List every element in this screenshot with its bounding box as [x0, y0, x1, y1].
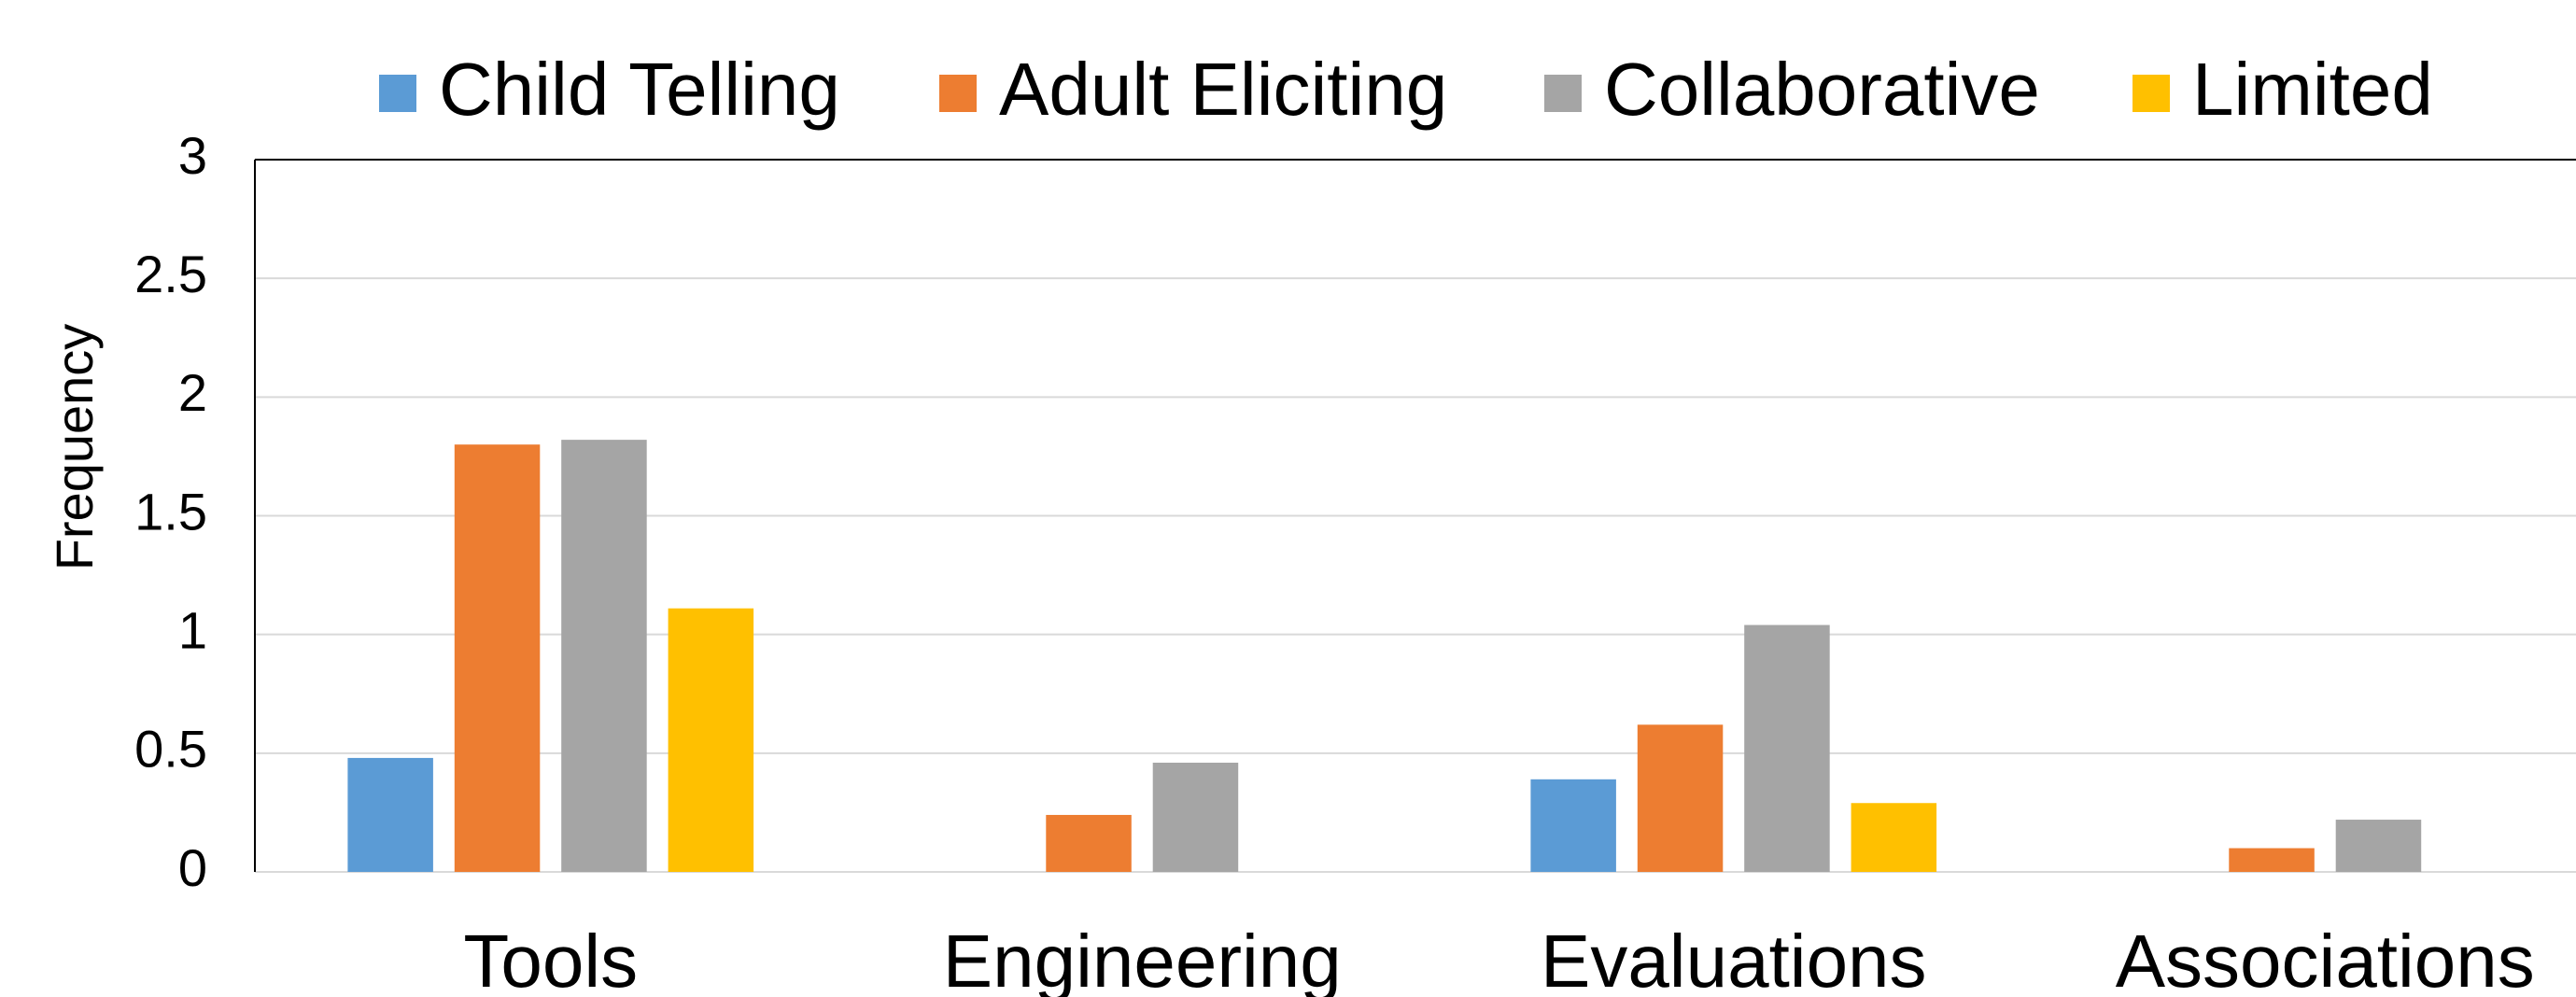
legend-swatch: [379, 75, 416, 112]
y-tick-label: 2.5: [134, 245, 207, 303]
bar: [347, 757, 433, 872]
bar: [561, 440, 647, 872]
bar: [668, 608, 754, 872]
y-tick-label: 2: [178, 363, 207, 422]
bar: [454, 444, 541, 872]
x-tick-label: Engineering: [943, 920, 1342, 997]
bar: [1046, 814, 1132, 872]
legend-label: Adult Eliciting: [999, 48, 1447, 131]
legend-swatch: [1544, 75, 1582, 112]
x-tick-label: Tools: [463, 920, 638, 997]
bar: [1637, 724, 1724, 872]
legend-label: Limited: [2192, 48, 2433, 131]
y-tick-label: 0.5: [134, 720, 207, 779]
bar: [2229, 848, 2315, 872]
legend-swatch: [2133, 75, 2170, 112]
x-tick-label: Evaluations: [1541, 920, 1927, 997]
bar: [1744, 625, 1830, 872]
bar: [2335, 820, 2422, 872]
x-tick-label: Associations: [2116, 920, 2535, 997]
bar: [1530, 779, 1616, 872]
y-tick-label: 1.5: [134, 482, 207, 541]
bar: [1851, 803, 1937, 872]
y-tick-label: 0: [178, 838, 207, 897]
y-tick-label: 3: [178, 126, 207, 185]
legend-label: Child Telling: [439, 48, 840, 131]
legend-label: Collaborative: [1604, 48, 2040, 131]
bar: [1152, 763, 1239, 872]
y-axis-label: Frequency: [45, 324, 104, 571]
y-tick-label: 1: [178, 600, 207, 659]
legend-swatch: [939, 75, 977, 112]
